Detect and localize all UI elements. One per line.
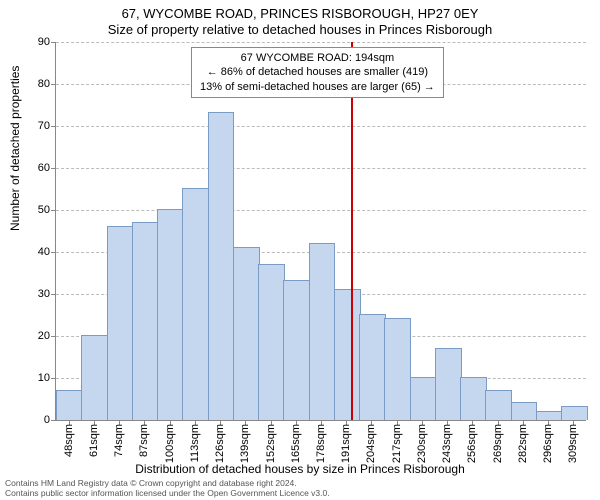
footer-line-2: Contains public sector information licen… <box>5 488 330 498</box>
x-tick-label: 113sqm <box>189 424 201 462</box>
y-tick-label: 0 <box>20 414 50 426</box>
histogram-bar <box>233 247 260 420</box>
histogram-bar <box>208 112 235 420</box>
y-tick <box>51 168 56 169</box>
annotation-line: 67 WYCOMBE ROAD: 194sqm <box>200 51 435 65</box>
histogram-bar <box>410 377 437 420</box>
gridline <box>56 168 586 169</box>
x-tick-label: 191sqm <box>340 424 352 463</box>
x-tick-label: 230sqm <box>416 424 428 463</box>
histogram-bar <box>561 406 588 420</box>
y-tick <box>51 252 56 253</box>
histogram-bar <box>132 222 159 420</box>
histogram-bar <box>107 226 134 420</box>
annotation-line: ← 86% of detached houses are smaller (41… <box>200 65 435 79</box>
y-tick-label: 20 <box>20 330 50 342</box>
y-tick <box>51 210 56 211</box>
x-tick-label: 243sqm <box>441 424 453 463</box>
footer-line-1: Contains HM Land Registry data © Crown c… <box>5 478 330 488</box>
y-tick <box>51 294 56 295</box>
x-tick-label: 126sqm <box>214 424 226 463</box>
histogram-bar <box>485 390 512 420</box>
y-tick-label: 10 <box>20 372 50 384</box>
y-tick <box>51 378 56 379</box>
x-tick-label: 74sqm <box>113 424 125 457</box>
y-tick-label: 40 <box>20 246 50 258</box>
x-tick-label: 217sqm <box>391 424 403 463</box>
histogram-bar <box>435 348 462 420</box>
x-tick-label: 178sqm <box>315 424 327 463</box>
y-tick <box>51 336 56 337</box>
x-tick-label: 152sqm <box>265 424 277 463</box>
plot-area: 48sqm61sqm74sqm87sqm100sqm113sqm126sqm13… <box>55 42 586 421</box>
histogram-bar <box>460 377 487 420</box>
x-tick-label: 204sqm <box>365 424 377 463</box>
x-tick-label: 100sqm <box>164 424 176 463</box>
chart-footer: Contains HM Land Registry data © Crown c… <box>5 478 330 498</box>
histogram-bar <box>359 314 386 420</box>
histogram-bar <box>182 188 209 420</box>
gridline <box>56 42 586 43</box>
y-tick <box>51 42 56 43</box>
histogram-bar <box>309 243 336 420</box>
x-tick-label: 61sqm <box>88 424 100 457</box>
x-tick-label: 139sqm <box>239 424 251 463</box>
property-size-chart: 67, WYCOMBE ROAD, PRINCES RISBOROUGH, HP… <box>0 0 600 500</box>
annotation-line: 13% of semi-detached houses are larger (… <box>200 80 435 94</box>
gridline <box>56 210 586 211</box>
y-tick-label: 60 <box>20 162 50 174</box>
x-tick-label: 269sqm <box>492 424 504 463</box>
property-marker-line <box>351 42 353 420</box>
chart-title-main: 67, WYCOMBE ROAD, PRINCES RISBOROUGH, HP… <box>0 6 600 21</box>
y-tick <box>51 84 56 85</box>
annotation-box: 67 WYCOMBE ROAD: 194sqm← 86% of detached… <box>191 47 444 98</box>
x-tick-label: 282sqm <box>517 424 529 463</box>
gridline <box>56 126 586 127</box>
histogram-bar <box>81 335 108 420</box>
x-tick-label: 296sqm <box>542 424 554 463</box>
x-tick-label: 87sqm <box>138 424 150 457</box>
x-tick-label: 309sqm <box>567 424 579 463</box>
histogram-bar <box>334 289 361 420</box>
y-tick-label: 50 <box>20 204 50 216</box>
y-tick-label: 30 <box>20 288 50 300</box>
x-tick-label: 165sqm <box>290 424 302 463</box>
histogram-bar <box>536 411 563 420</box>
y-tick-label: 80 <box>20 78 50 90</box>
y-tick-label: 70 <box>20 120 50 132</box>
y-tick-label: 90 <box>20 36 50 48</box>
histogram-bar <box>511 402 538 420</box>
y-tick <box>51 420 56 421</box>
x-tick-label: 256sqm <box>466 424 478 463</box>
x-tick-label: 48sqm <box>63 424 75 457</box>
histogram-bar <box>283 280 310 420</box>
histogram-bar <box>157 209 184 420</box>
y-tick <box>51 126 56 127</box>
x-axis-title: Distribution of detached houses by size … <box>0 462 600 476</box>
chart-title-sub: Size of property relative to detached ho… <box>0 22 600 37</box>
histogram-bar <box>56 390 83 420</box>
histogram-bar <box>384 318 411 420</box>
histogram-bar <box>258 264 285 420</box>
